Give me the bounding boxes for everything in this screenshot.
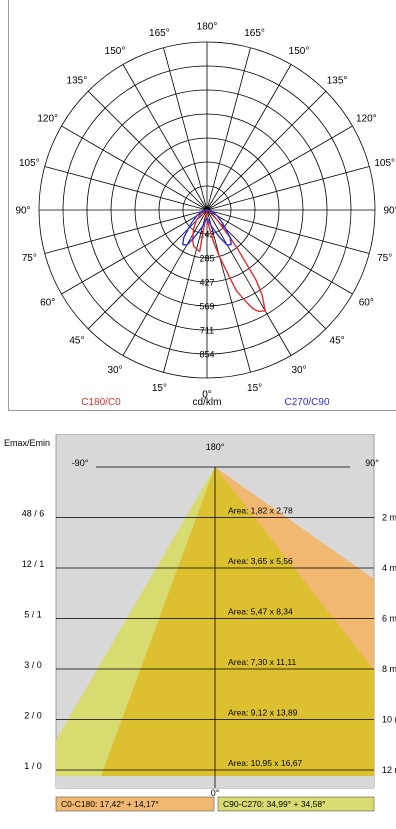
polar-spoke: [44, 209, 208, 254]
angle-label: 60°: [359, 298, 374, 309]
polar-spoke: [87, 90, 208, 211]
angle-label: 75°: [377, 253, 392, 264]
radial-tick-label: 285: [199, 254, 214, 264]
series-c270-c90-curve: [182, 209, 232, 246]
polar-spoke: [206, 209, 353, 295]
angle-label: 30°: [107, 365, 122, 376]
area-label: Area: 5,47 x 8,34: [228, 607, 293, 617]
distance-label: 2 m: [382, 513, 396, 523]
polar-spoke: [206, 209, 370, 254]
angle-label: 15°: [247, 383, 262, 394]
cone-chart: 180° -90° 90° 0° Emax/Emin 48 / 6 Area: 1,82 x…: [4, 433, 396, 812]
angle-label: 135°: [327, 75, 348, 86]
distance-label: 12 m: [382, 765, 396, 775]
emax-emin-label: 5 / 1: [24, 610, 42, 620]
angle-label: 135°: [67, 75, 88, 86]
angle-label: 105°: [19, 158, 40, 169]
angle-label: 90°: [15, 206, 30, 217]
polar-spoke: [122, 209, 208, 356]
angle-label: 90°: [383, 206, 396, 217]
distance-label: 8 m: [382, 664, 396, 674]
polar-spoke: [206, 209, 292, 356]
cone-overlap-region: [101, 467, 374, 776]
emax-emin-label: 48 / 6: [22, 509, 45, 519]
polar-spoke: [206, 64, 292, 211]
angle-label: 45°: [330, 336, 345, 347]
polar-diagram-panel: 180° 165° 165° 150° 150° 135° 135° 120° 120° 105°…: [8, 0, 396, 411]
angle-label: 60°: [40, 298, 55, 309]
angle-label: 105°: [374, 158, 395, 169]
polar-chart: 180° 165° 165° 150° 150° 135° 135° 120° 120° 105°…: [15, 22, 396, 409]
area-label: Area: 9,12 x 13,89: [228, 708, 298, 718]
left-angle-label: -90°: [72, 458, 89, 468]
angle-label: 150°: [105, 46, 126, 57]
angle-label: 165°: [244, 28, 265, 39]
legend-c0-c180-box: [55, 796, 215, 812]
polar-spoke: [206, 125, 353, 211]
area-label: Area: 7,30 x 11,11: [228, 657, 296, 667]
legend-unit: cd/klm: [193, 397, 222, 408]
emax-emin-label: 1 / 0: [24, 761, 42, 771]
angle-label: 180°: [197, 22, 218, 33]
radial-tick-label: 142: [199, 230, 214, 240]
polar-spoke: [163, 47, 208, 211]
polar-spoke: [44, 166, 208, 211]
angle-label: 120°: [37, 114, 58, 125]
polar-spoke: [122, 64, 208, 211]
angle-label: 45°: [69, 336, 84, 347]
radial-tick-label: 427: [199, 278, 214, 288]
polar-spoke: [206, 209, 251, 373]
bottom-angle-label: 0°: [211, 788, 220, 798]
angle-label: 150°: [289, 46, 310, 57]
y-header-label: Emax/Emin: [4, 438, 50, 448]
polar-spoke: [61, 209, 208, 295]
distance-label: 4 m: [382, 563, 396, 573]
angle-label: 30°: [291, 365, 306, 376]
angle-label: 120°: [356, 114, 377, 125]
legend-c270-c90: C270/C90: [284, 397, 329, 408]
legend-c90-c270-box: [217, 796, 375, 812]
polar-spoke: [206, 47, 251, 211]
radial-tick-label: 569: [199, 302, 214, 312]
angle-label: 0°: [202, 390, 212, 401]
polar-spoke: [61, 125, 208, 211]
polar-spoke: [206, 166, 370, 211]
top-angle-label: 180°: [206, 442, 225, 452]
area-label: Area: 10,95 x 16,67: [228, 758, 302, 768]
area-label: Area: 3,65 x 5,56: [228, 556, 293, 566]
polar-spoke: [206, 90, 327, 211]
distance-label: 10 m: [382, 715, 396, 725]
legend-c180-c0: C180/C0: [81, 397, 121, 408]
emax-emin-label: 3 / 0: [24, 660, 42, 670]
right-angle-label: 90°: [365, 458, 379, 468]
angle-label: 165°: [149, 28, 170, 39]
angle-label: 15°: [152, 383, 167, 394]
angle-label: 75°: [22, 253, 37, 264]
radial-tick-label: 711: [200, 325, 214, 335]
emax-emin-label: 12 / 1: [22, 559, 45, 569]
distance-label: 6 m: [382, 614, 396, 624]
legend-c90-c270-text: C90-C270: 34,99° + 34,58°: [223, 799, 326, 809]
area-label: Area: 1,82 x 2,78: [228, 506, 293, 516]
radial-tick-label: 854: [199, 350, 214, 360]
cone-diagram-panel: 180° -90° 90° 0° Emax/Emin 48 / 6 Area: 1,82 x…: [0, 433, 396, 824]
legend-c0-c180-text: C0-C180: 17,42° + 14,17°: [61, 799, 159, 809]
emax-emin-label: 2 / 0: [24, 711, 42, 721]
polar-spoke: [163, 209, 208, 373]
